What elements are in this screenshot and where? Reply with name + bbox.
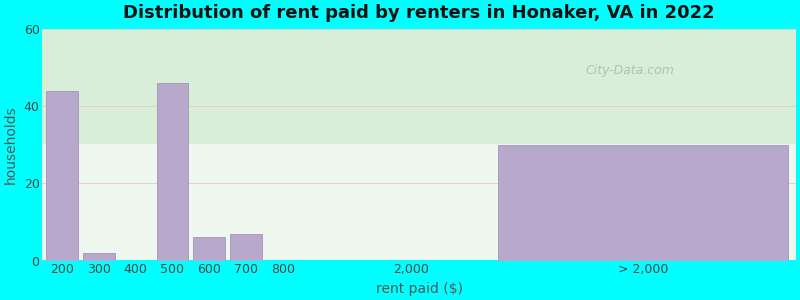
Bar <box>83 253 114 260</box>
Y-axis label: households: households <box>4 106 18 184</box>
Bar <box>157 83 188 260</box>
Bar <box>230 233 262 260</box>
Text: City-Data.com: City-Data.com <box>586 64 674 77</box>
Bar <box>194 237 225 260</box>
Bar <box>498 145 788 260</box>
X-axis label: rent paid ($): rent paid ($) <box>376 282 462 296</box>
Title: Distribution of rent paid by renters in Honaker, VA in 2022: Distribution of rent paid by renters in … <box>123 4 715 22</box>
Bar <box>46 91 78 260</box>
